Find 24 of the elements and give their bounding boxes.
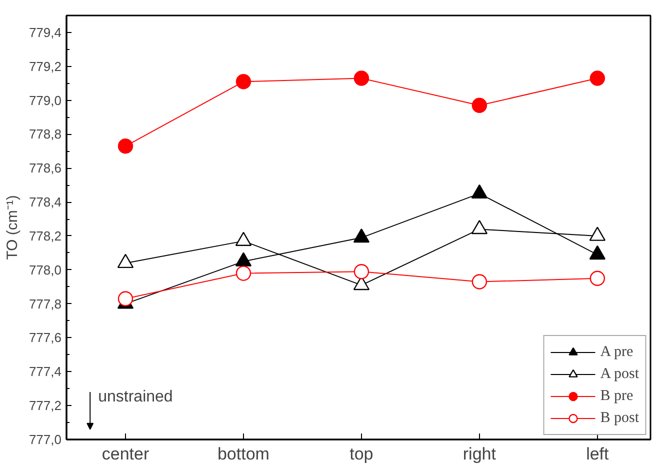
legend-label: A pre	[600, 344, 634, 360]
x-tick-label: right	[462, 444, 496, 464]
y-tick-label: 777,2	[28, 398, 62, 414]
y-tick-label: 777,8	[28, 296, 62, 312]
y-tick-label: 778,2	[28, 228, 62, 244]
y-tick-label: 779,2	[28, 58, 62, 74]
legend-label: B post	[600, 410, 639, 426]
y-tick-label: 779,0	[28, 92, 62, 108]
x-tick-label: center	[102, 444, 150, 464]
y-tick-label: 777,0	[28, 432, 62, 447]
x-tick-label: left	[586, 444, 610, 464]
y-tick-label: 778,8	[28, 126, 62, 142]
y-axis-title: TO (cm⁻¹)	[4, 195, 21, 260]
y-tick-label: 777,4	[28, 364, 62, 380]
y-tick-label: 778,6	[28, 160, 62, 176]
legend-label: B pre	[600, 388, 634, 404]
annotation: unstrained	[98, 388, 173, 406]
y-tick-label: 777,6	[28, 330, 62, 346]
legend-label: A post	[600, 366, 639, 382]
y-tick-label: 779,4	[28, 24, 62, 40]
x-tick-label: bottom	[217, 444, 270, 464]
y-tick-label: 778,4	[28, 194, 62, 210]
y-tick-label: 778,0	[28, 262, 62, 278]
x-tick-label: top	[350, 444, 374, 464]
